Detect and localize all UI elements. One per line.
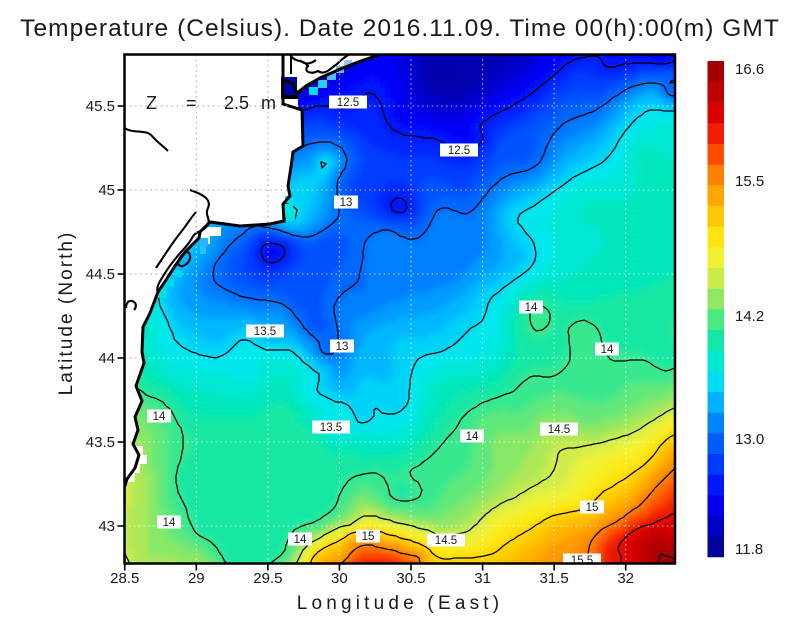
svg-text:13: 13 (336, 341, 349, 353)
svg-text:=: = (186, 93, 197, 113)
svg-text:14.5: 14.5 (435, 535, 457, 547)
svg-text:Z: Z (146, 93, 157, 113)
svg-text:2.5: 2.5 (224, 93, 249, 113)
svg-text:31: 31 (474, 570, 491, 587)
svg-text:14: 14 (294, 534, 307, 546)
svg-text:Latitude (North): Latitude (North) (56, 231, 77, 396)
svg-text:14: 14 (466, 431, 479, 443)
svg-text:16.6: 16.6 (735, 61, 764, 78)
svg-text:43: 43 (98, 518, 115, 535)
svg-text:14.5: 14.5 (548, 424, 570, 436)
svg-text:31.5: 31.5 (539, 570, 568, 587)
svg-text:13.5: 13.5 (320, 422, 342, 434)
svg-text:30.5: 30.5 (396, 570, 425, 587)
svg-text:Temperature (Celsius). Date 20: Temperature (Celsius). Date 2016.11.09. … (20, 15, 780, 42)
svg-text:28.5: 28.5 (110, 570, 139, 587)
svg-text:44: 44 (98, 350, 115, 367)
svg-text:m: m (261, 93, 276, 113)
svg-text:45.5: 45.5 (86, 98, 115, 115)
svg-text:30: 30 (331, 570, 348, 587)
svg-text:14: 14 (153, 411, 166, 423)
svg-text:11.8: 11.8 (735, 541, 763, 558)
svg-text:13.0: 13.0 (735, 431, 764, 448)
svg-text:14: 14 (525, 302, 538, 314)
svg-text:14: 14 (601, 344, 614, 356)
svg-text:15: 15 (586, 502, 599, 514)
svg-text:29: 29 (188, 570, 205, 587)
svg-text:15: 15 (362, 531, 375, 543)
svg-text:12.5: 12.5 (448, 145, 470, 157)
svg-text:32: 32 (617, 570, 634, 587)
svg-text:29.5: 29.5 (253, 570, 282, 587)
svg-text:15.5: 15.5 (735, 173, 764, 190)
svg-text:14.2: 14.2 (735, 308, 764, 325)
svg-text:15.5: 15.5 (571, 555, 593, 567)
svg-text:13: 13 (340, 197, 353, 209)
svg-text:43.5: 43.5 (86, 434, 115, 451)
svg-text:45: 45 (98, 182, 115, 199)
svg-text:13.5: 13.5 (254, 326, 276, 338)
svg-text:14: 14 (163, 517, 176, 529)
svg-text:12.5: 12.5 (337, 97, 359, 109)
svg-text:44.5: 44.5 (86, 266, 115, 283)
svg-text:Longitude (East): Longitude (East) (297, 593, 504, 614)
